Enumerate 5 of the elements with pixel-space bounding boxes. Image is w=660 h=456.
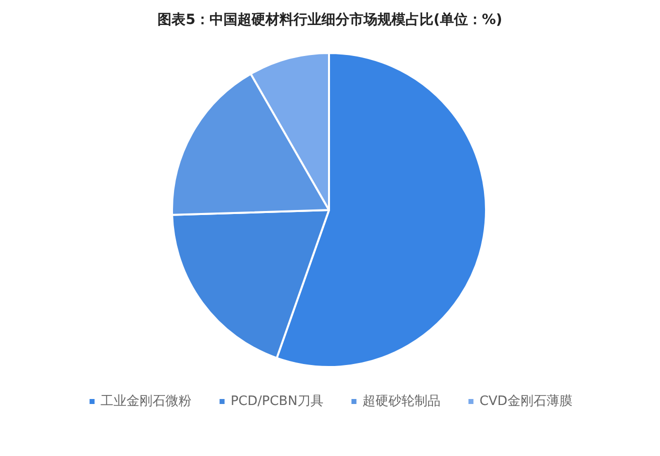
legend-label: PCD/PCBN刀具 [230, 394, 324, 409]
chart-title: 图表5：中国超硬材料行业细分市场规模占比(单位：%) [158, 11, 502, 28]
legend-label: CVD金刚石薄膜 [479, 394, 572, 409]
legend-label: 超硬砂轮制品 [362, 394, 440, 409]
legend-label: 工业金刚石微粉 [100, 394, 192, 409]
